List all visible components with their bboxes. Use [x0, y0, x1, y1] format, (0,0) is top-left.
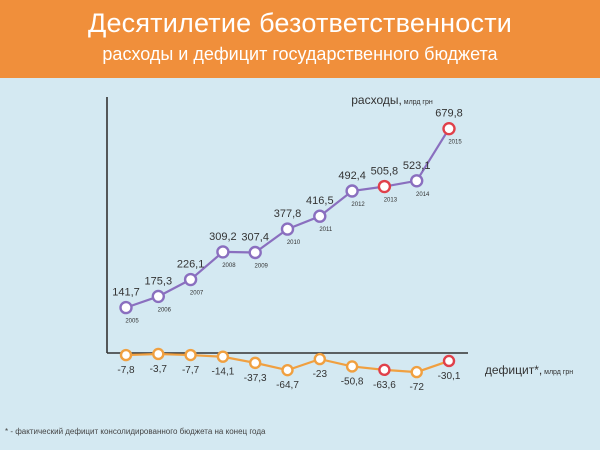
line-chart: 141,7 2005 175,3 2006 226,1 2007 309,2 2008 307,…	[106, 93, 573, 393]
expenses-point-2013	[377, 179, 392, 194]
expenses-point-2011	[313, 209, 327, 223]
chart-title: Десятилетие безответственности	[87, 8, 513, 38]
deficit-series-label: дефицит*, млрд грн	[485, 363, 573, 377]
header-banner: Десятилетие безответственности расходы и…	[0, 0, 600, 78]
deficit-value-label-2011: -23	[313, 369, 328, 380]
expenses-point-2012	[345, 184, 359, 198]
expenses-value-label-2013: 505,8	[371, 166, 399, 178]
deficit-point-2005	[119, 348, 133, 362]
expenses-series-label: расходы, млрд грн	[351, 93, 433, 107]
expenses-point-2007	[183, 272, 198, 287]
expenses-point-2009	[248, 245, 262, 260]
year-label-2014: 2014	[416, 192, 430, 198]
expenses-value-label-2007: 226,1	[177, 259, 205, 271]
expenses-point-2005	[119, 300, 133, 315]
deficit-point-2015	[442, 354, 456, 368]
year-label-2010: 2010	[287, 240, 301, 246]
expenses-value-label-2005: 141,7	[112, 287, 140, 299]
deficit-point-2013	[378, 363, 391, 377]
deficit-point-2011	[313, 352, 326, 366]
deficit-value-label-2009: -37,3	[244, 373, 267, 384]
deficit-value-label-2010: -64,7	[276, 380, 299, 391]
deficit-point-2012	[345, 360, 359, 373]
year-label-2015: 2015	[448, 140, 462, 146]
year-label-2009: 2009	[255, 264, 269, 270]
expenses-point-2015	[442, 121, 456, 136]
year-label-2006: 2006	[158, 307, 172, 313]
expenses-value-label-2012: 492,4	[338, 170, 366, 182]
year-label-2011: 2011	[319, 227, 333, 233]
deficit-point-2007	[184, 348, 197, 362]
expenses-point-2014	[410, 174, 424, 188]
expenses-point-2010	[280, 222, 295, 236]
expenses-value-label-2008: 309,2	[209, 231, 237, 243]
deficit-value-label-2012: -50,8	[341, 376, 364, 387]
deficit-value-label-2007: -7,7	[182, 365, 200, 376]
expenses-point-2006	[151, 289, 166, 304]
year-label-2005: 2005	[125, 319, 139, 325]
deficit-point-2009	[248, 356, 262, 370]
expenses-value-label-2010: 377,8	[274, 208, 302, 220]
year-label-2008: 2008	[222, 263, 236, 269]
year-label-2013: 2013	[384, 198, 398, 204]
deficit-point-2010	[281, 363, 294, 377]
deficit-point-2006	[152, 347, 165, 361]
expenses-point-2008	[216, 245, 230, 259]
plot-area: 141,7 2005 175,3 2006 226,1 2007 309,2 2008 307,…	[0, 78, 600, 445]
expenses-value-label-2006: 175,3	[145, 275, 173, 287]
deficit-value-label-2005: -7,8	[117, 365, 135, 376]
deficit-value-label-2015: -30,1	[438, 371, 461, 382]
chart-subtitle: расходы и дефицит государственного бюдже…	[102, 44, 498, 64]
expenses-value-label-2009: 307,4	[241, 232, 269, 244]
expenses-value-label-2014: 523,1	[403, 160, 431, 172]
deficit-point-2014	[410, 365, 423, 379]
deficit-value-label-2013: -63,6	[373, 380, 396, 391]
deficit-value-label-2006: -3,7	[150, 364, 168, 375]
deficit-value-label-2008: -14,1	[212, 367, 235, 378]
expenses-value-label-2011: 416,5	[306, 195, 334, 207]
year-label-2012: 2012	[351, 202, 365, 208]
deficit-point-2008	[216, 350, 230, 363]
year-label-2007: 2007	[190, 291, 204, 297]
expenses-value-label-2015: 679,8	[435, 108, 463, 120]
footnote: * - фактический дефицит консолидированно…	[5, 427, 266, 436]
deficit-value-label-2014: -72	[409, 382, 424, 393]
